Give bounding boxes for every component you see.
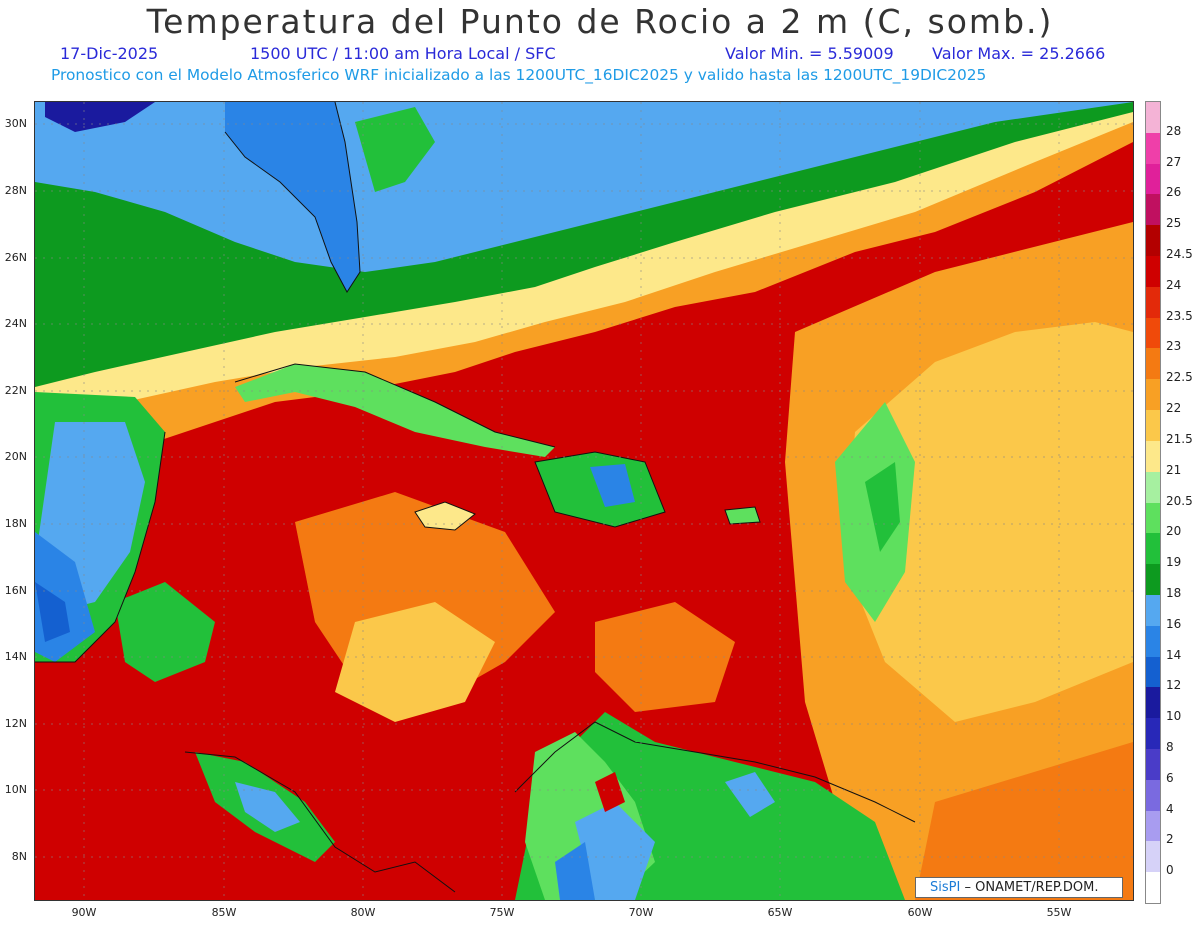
colorbar-label: 27	[1166, 154, 1182, 169]
colorbar-segment	[1146, 748, 1160, 781]
colorbar-label: 20.5	[1166, 493, 1193, 508]
lat-label-24n: 24N	[4, 317, 27, 330]
credit-org: – ONAMET/REP.DOM.	[964, 880, 1099, 895]
colorbar-segment	[1146, 625, 1160, 658]
colorbar-segment	[1146, 872, 1160, 904]
colorbar-segment	[1146, 779, 1160, 812]
lat-label-26n: 26N	[4, 251, 27, 264]
colorbar-segment	[1146, 502, 1160, 534]
colorbar-label: 28	[1166, 123, 1182, 138]
lat-label-20n: 20N	[4, 450, 27, 463]
colorbar-label: 8	[1166, 739, 1174, 754]
time-info: 1500 UTC / 11:00 am Hora Local / SFC	[250, 44, 556, 63]
forecast-date: 17-Dic-2025	[60, 44, 159, 63]
lat-label-22n: 22N	[4, 384, 27, 397]
colorbar-segment	[1146, 132, 1160, 165]
colorbar-segment	[1146, 687, 1160, 719]
colorbar-label: 12	[1166, 678, 1182, 693]
lat-label-18n: 18N	[4, 517, 27, 530]
colorbar-segment	[1146, 379, 1160, 411]
colorbar-label: 24.5	[1166, 247, 1193, 262]
dewpoint-map	[35, 102, 1133, 900]
colorbar-label: 23	[1166, 339, 1182, 354]
colorbar-segment	[1146, 317, 1160, 349]
colorbar-segment	[1146, 102, 1160, 134]
lat-label-30n: 30N	[4, 117, 27, 130]
colorbar-label: 14	[1166, 647, 1182, 662]
lon-label-90w: 90W	[71, 906, 97, 919]
colorbar-segment	[1146, 594, 1160, 627]
colorbar	[1145, 101, 1161, 904]
colorbar-label: 18	[1166, 585, 1182, 600]
colorbar-segment	[1146, 810, 1160, 842]
colorbar-segment	[1146, 225, 1160, 257]
colorbar-label: 16	[1166, 616, 1182, 631]
lon-label-60w: 60W	[907, 906, 933, 919]
colorbar-label: 10	[1166, 709, 1182, 724]
colorbar-segment	[1146, 440, 1160, 473]
lat-label-10n: 10N	[4, 783, 27, 796]
model-info: Pronostico con el Modelo Atmosferico WRF…	[51, 66, 987, 84]
lon-label-55w: 55W	[1046, 906, 1072, 919]
colorbar-label: 21.5	[1166, 431, 1193, 446]
colorbar-label: 21	[1166, 462, 1182, 477]
colorbar-segment	[1146, 348, 1160, 380]
max-value: Valor Max. = 25.2666	[932, 44, 1106, 63]
lat-label-28n: 28N	[4, 184, 27, 197]
min-value: Valor Min. = 5.59009	[725, 44, 894, 63]
colorbar-label: 26	[1166, 185, 1182, 200]
colorbar-label: 6	[1166, 770, 1174, 785]
colorbar-label: 2	[1166, 832, 1174, 847]
lon-label-80w: 80W	[350, 906, 376, 919]
lat-label-8n: 8N	[11, 850, 27, 863]
colorbar-segment	[1146, 194, 1160, 226]
lat-label-12n: 12N	[4, 717, 27, 730]
lon-label-85w: 85W	[211, 906, 237, 919]
colorbar-label: 22.5	[1166, 370, 1193, 385]
colorbar-segment	[1146, 471, 1160, 503]
lon-label-65w: 65W	[767, 906, 793, 919]
lon-label-70w: 70W	[628, 906, 654, 919]
colorbar-segment	[1146, 286, 1160, 319]
colorbar-segment	[1146, 163, 1160, 195]
colorbar-segment	[1146, 533, 1160, 565]
colorbar-label: 0	[1166, 863, 1174, 878]
lon-label-75w: 75W	[489, 906, 515, 919]
colorbar-label: 19	[1166, 555, 1182, 570]
colorbar-segment	[1146, 718, 1160, 750]
colorbar-label: 22	[1166, 401, 1182, 416]
colorbar-segment	[1146, 410, 1160, 442]
credit-brand: SisPI	[930, 880, 961, 895]
colorbar-segment	[1146, 656, 1160, 688]
colorbar-label: 25	[1166, 216, 1182, 231]
colorbar-segment	[1146, 256, 1160, 288]
credit-box: SisPI – ONAMET/REP.DOM.	[915, 877, 1123, 898]
colorbar-segment	[1146, 841, 1160, 873]
lat-label-16n: 16N	[4, 584, 27, 597]
colorbar-label: 24	[1166, 277, 1182, 292]
lat-label-14n: 14N	[4, 650, 27, 663]
colorbar-label: 4	[1166, 801, 1174, 816]
colorbar-label: 20	[1166, 524, 1182, 539]
colorbar-segment	[1146, 564, 1160, 596]
colorbar-label: 23.5	[1166, 308, 1193, 323]
page-title: Temperatura del Punto de Rocio a 2 m (C,…	[146, 2, 1054, 41]
map-fields	[35, 102, 1133, 900]
